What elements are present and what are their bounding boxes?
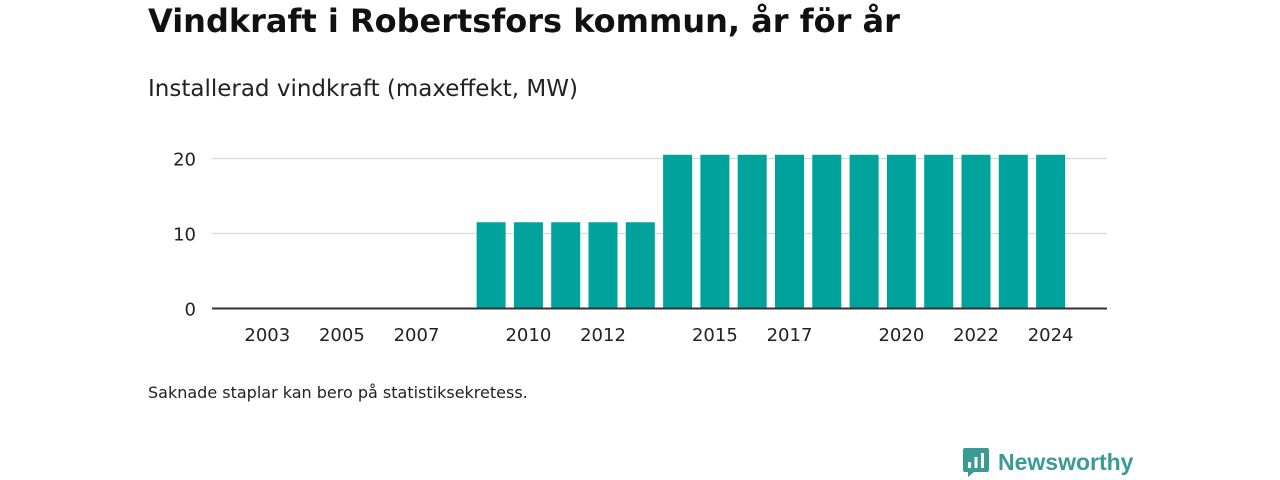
x-tick-label: 2024 [1028,325,1074,346]
x-tick-label: 2012 [580,325,626,346]
x-tick-label: 2020 [878,325,924,346]
bar-2014 [663,154,693,309]
bar-2009 [476,222,506,309]
bar-2020 [886,154,916,309]
y-tick-label: 20 [173,150,196,171]
x-tick-label: 2017 [767,325,813,346]
bar-2017 [775,154,804,309]
bar-2022 [961,154,991,309]
chart-subtitle: Installerad vindkraft (maxeffekt, MW) [148,76,578,102]
bar-2024 [1036,154,1066,309]
x-tick-label: 2007 [394,325,440,346]
chart-title: Vindkraft i Robertsfors kommun, år för å… [148,2,900,40]
x-tick-label: 2003 [244,325,290,346]
bar-2021 [924,154,954,309]
bar-2023 [998,154,1028,309]
x-tick-label: 2015 [692,325,738,346]
y-tick-label: 0 [185,300,196,321]
newsworthy-logo-icon [963,448,989,477]
x-tick-label: 2022 [953,325,999,346]
bar-2019 [849,154,879,309]
brand-name: Newsworthy [998,448,1134,475]
bar-2011 [551,222,581,309]
grid-lines [212,157,1107,235]
axes: 0 10 20 2003 2005 2007 2010 2012 2015 2017 2020 202… [173,150,1107,346]
x-tick-label: 2005 [319,325,365,346]
bar-2012 [588,222,618,309]
bar-2010 [513,222,543,309]
footnote: Saknade staplar kan bero på statistiksek… [148,383,528,402]
y-tick-label: 10 [173,225,196,246]
bars [476,154,1066,309]
bar-2016 [737,154,767,309]
x-tick-label: 2010 [505,325,551,346]
brand-logo: Newsworthy [962,446,1133,478]
bar-2013 [625,222,655,309]
bar-2018 [812,154,842,309]
bar-2015 [700,154,730,309]
